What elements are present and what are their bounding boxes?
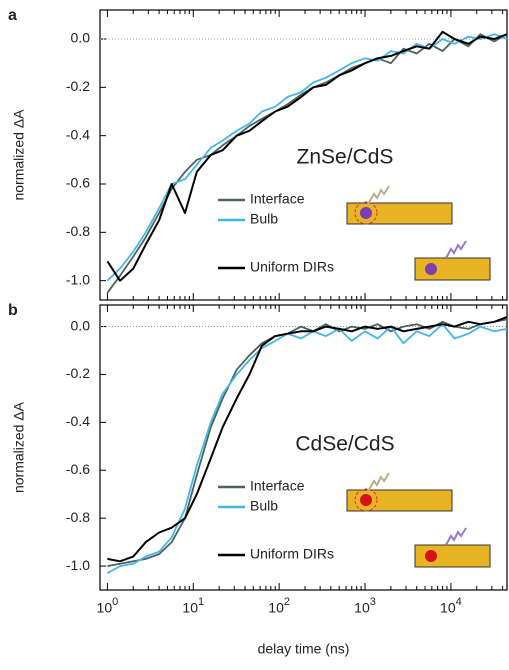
x-tick-label: 101 bbox=[182, 596, 204, 616]
plot-frame bbox=[99, 304, 508, 591]
y-tick-label: -0.2 bbox=[66, 365, 90, 381]
y-tick-label: -1.0 bbox=[66, 271, 90, 287]
series-line bbox=[107, 318, 508, 567]
rod-illustrations bbox=[346, 185, 491, 568]
plot-frame bbox=[99, 9, 508, 301]
x-axis-label: delay time (ns) bbox=[258, 641, 350, 657]
y-tick-label: 0.0 bbox=[71, 317, 91, 333]
legend-label: Bulb bbox=[250, 211, 278, 227]
y-axis-label: normalized ΔA bbox=[11, 109, 27, 201]
panel: 0.0 -0.2 -0.4 -0.6 -0.8 -1.0 normalized ΔA a ZnS… bbox=[8, 7, 508, 301]
y-tick-label: -0.4 bbox=[66, 126, 90, 142]
x-tick-label: 102 bbox=[268, 596, 290, 616]
rod bbox=[414, 257, 491, 281]
rod bbox=[346, 202, 453, 225]
y-tick-label: -0.6 bbox=[66, 461, 90, 477]
series-line bbox=[107, 316, 508, 563]
x-tick-label: 100 bbox=[97, 596, 119, 616]
y-tick-label: 0.0 bbox=[71, 30, 91, 46]
legend-label: Uniform DIRs bbox=[250, 259, 334, 275]
series-line bbox=[106, 323, 508, 574]
annotation: ZnSe/CdS bbox=[297, 146, 394, 169]
legend-label: Uniform DIRs bbox=[250, 546, 334, 562]
y-tick-label: -0.8 bbox=[66, 223, 90, 239]
emission bbox=[445, 240, 467, 259]
series-line bbox=[106, 30, 508, 282]
y-tick-label: -0.8 bbox=[66, 509, 90, 525]
legend-label: Interface bbox=[250, 191, 305, 207]
series-line bbox=[106, 33, 508, 282]
interface-marker bbox=[354, 201, 378, 225]
rod bbox=[346, 489, 453, 512]
y-tick-label: -0.6 bbox=[66, 175, 90, 191]
panel-label: b bbox=[8, 302, 18, 319]
legend-label: Interface bbox=[250, 478, 305, 494]
legend-label: Bulb bbox=[250, 498, 278, 514]
dot bbox=[360, 494, 372, 506]
panel: 100 101 102 103 104 0.0 -0.2 -0.4 -0.6 -0.8 -1.0 no… bbox=[8, 302, 508, 657]
rod bbox=[414, 544, 491, 568]
dot bbox=[425, 550, 437, 562]
y-tick-label: -0.2 bbox=[66, 78, 90, 94]
interface-marker bbox=[354, 488, 378, 512]
x-tick-label: 103 bbox=[354, 596, 376, 616]
x-tick-label: 104 bbox=[440, 596, 462, 616]
emission bbox=[367, 472, 390, 492]
y-tick-label: -0.4 bbox=[66, 413, 90, 429]
dot bbox=[360, 207, 372, 219]
dot bbox=[425, 263, 437, 275]
y-axis-label: normalized ΔA bbox=[11, 401, 27, 493]
y-tick-label: -1.0 bbox=[66, 557, 90, 573]
panel-label: a bbox=[8, 7, 17, 24]
annotation: CdSe/CdS bbox=[295, 433, 394, 456]
emission bbox=[367, 185, 390, 205]
emission bbox=[445, 527, 467, 546]
